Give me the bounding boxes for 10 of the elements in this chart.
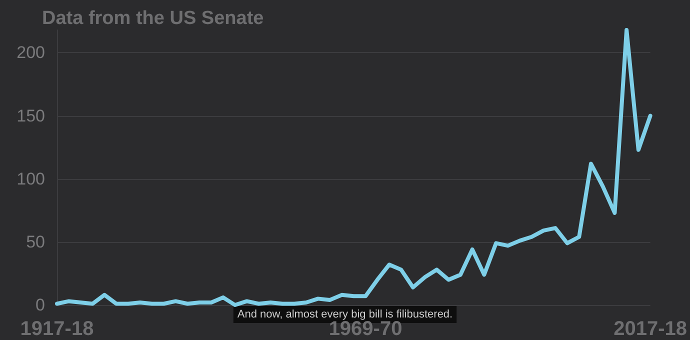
y-tick-label: 150 — [16, 106, 45, 126]
x-tick-label: 1917-18 — [20, 318, 94, 340]
chart-title: Data from the US Senate — [42, 8, 264, 29]
y-tick-label: 100 — [16, 169, 45, 188]
y-tick-label: 50 — [26, 232, 45, 252]
y-tick-label: 200 — [16, 43, 45, 62]
line-series — [55, 28, 652, 307]
x-tick-label: 2017-18 — [614, 318, 688, 340]
y-tick-label: 0 — [36, 296, 45, 314]
text: And now, almost every big bill is filibustered. — [237, 308, 453, 320]
